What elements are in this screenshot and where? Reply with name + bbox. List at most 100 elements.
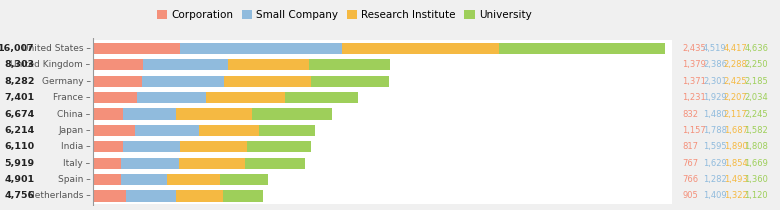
Bar — [245, 158, 305, 169]
Text: Netherlands –: Netherlands – — [28, 192, 90, 201]
Text: 2,207: 2,207 — [724, 93, 747, 102]
Text: 1,687: 1,687 — [724, 126, 748, 135]
Bar — [94, 171, 672, 188]
Bar — [180, 43, 342, 54]
Text: 1,322: 1,322 — [724, 192, 747, 201]
Text: France –: France – — [53, 93, 90, 102]
Text: United States –: United States – — [22, 44, 90, 53]
Text: 1,629: 1,629 — [703, 159, 727, 168]
Bar — [499, 43, 665, 54]
Text: 1,120: 1,120 — [744, 192, 768, 201]
Bar — [94, 190, 126, 202]
Text: 8,303: 8,303 — [5, 60, 34, 69]
Text: Spain –: Spain – — [58, 175, 90, 184]
Text: 1,480: 1,480 — [703, 109, 727, 118]
Bar — [206, 92, 285, 103]
Text: 2,425: 2,425 — [724, 77, 747, 86]
Text: 1,157: 1,157 — [682, 126, 706, 135]
Text: 832: 832 — [682, 109, 698, 118]
Text: 8,282: 8,282 — [4, 77, 34, 86]
Text: 817: 817 — [682, 142, 698, 151]
Text: 6,110: 6,110 — [5, 142, 34, 151]
Text: Germany –: Germany – — [41, 77, 90, 86]
Text: 2,245: 2,245 — [744, 109, 768, 118]
Bar — [179, 158, 245, 169]
Bar — [123, 108, 176, 119]
Text: United Kingdom –: United Kingdom – — [10, 60, 90, 69]
Text: India –: India – — [61, 142, 90, 151]
Text: 1,582: 1,582 — [744, 126, 768, 135]
Bar — [179, 141, 247, 152]
Bar — [94, 125, 135, 136]
Bar — [94, 73, 672, 89]
Bar — [223, 190, 263, 202]
Text: 1,854: 1,854 — [724, 159, 747, 168]
Bar — [122, 141, 179, 152]
Text: 1,231: 1,231 — [682, 93, 706, 102]
Bar — [137, 92, 206, 103]
Text: 1,669: 1,669 — [744, 159, 768, 168]
Text: 1,371: 1,371 — [682, 77, 706, 86]
Bar — [94, 188, 672, 204]
Text: 2,117: 2,117 — [724, 109, 747, 118]
Text: 1,808: 1,808 — [744, 142, 768, 151]
Text: 6,214: 6,214 — [5, 126, 34, 135]
Bar — [94, 92, 137, 103]
Text: 2,288: 2,288 — [724, 60, 747, 69]
Text: 7,401: 7,401 — [5, 93, 34, 102]
Bar — [94, 40, 672, 57]
Bar — [310, 59, 390, 70]
Text: 6,674: 6,674 — [5, 109, 34, 118]
Bar — [247, 141, 311, 152]
Bar — [94, 158, 121, 169]
Text: 2,435: 2,435 — [682, 44, 706, 53]
Bar — [311, 76, 389, 87]
Text: 1,929: 1,929 — [703, 93, 727, 102]
Text: 1,788: 1,788 — [703, 126, 727, 135]
Bar — [94, 106, 672, 122]
Bar — [94, 57, 672, 73]
Text: 4,901: 4,901 — [5, 175, 34, 184]
Text: 1,409: 1,409 — [703, 192, 727, 201]
Bar — [228, 59, 310, 70]
Bar — [176, 190, 223, 202]
Text: 766: 766 — [682, 175, 698, 184]
Bar — [94, 89, 672, 106]
Text: 2,250: 2,250 — [744, 60, 768, 69]
Bar — [94, 43, 180, 54]
Bar — [121, 174, 167, 185]
Bar — [143, 59, 228, 70]
Text: 16,007: 16,007 — [0, 44, 34, 53]
Text: China –: China – — [58, 109, 90, 118]
Text: 1,595: 1,595 — [703, 142, 727, 151]
Text: 1,493: 1,493 — [724, 175, 747, 184]
Bar — [94, 59, 143, 70]
Bar — [126, 190, 176, 202]
Text: 2,301: 2,301 — [703, 77, 727, 86]
Bar — [342, 43, 499, 54]
Bar — [94, 155, 672, 171]
Text: 1,890: 1,890 — [724, 142, 747, 151]
Bar — [199, 125, 259, 136]
Text: 2,185: 2,185 — [744, 77, 768, 86]
Bar — [94, 139, 672, 155]
Bar — [251, 108, 332, 119]
Text: Japan –: Japan – — [58, 126, 90, 135]
Bar — [94, 122, 672, 139]
Bar — [94, 174, 121, 185]
Text: 1,282: 1,282 — [703, 175, 727, 184]
Bar — [176, 108, 251, 119]
Bar — [143, 76, 225, 87]
Bar — [121, 158, 179, 169]
Text: Italy –: Italy – — [63, 159, 90, 168]
Text: 4,417: 4,417 — [724, 44, 747, 53]
Bar — [259, 125, 315, 136]
Legend: Corporation, Small Company, Research Institute, University: Corporation, Small Company, Research Ins… — [153, 6, 536, 24]
Text: 5,919: 5,919 — [5, 159, 34, 168]
Bar — [285, 92, 357, 103]
Text: 4,519: 4,519 — [703, 44, 727, 53]
Bar — [220, 174, 268, 185]
Text: 4,636: 4,636 — [744, 44, 768, 53]
Text: 4,756: 4,756 — [5, 192, 34, 201]
Text: 2,034: 2,034 — [744, 93, 768, 102]
